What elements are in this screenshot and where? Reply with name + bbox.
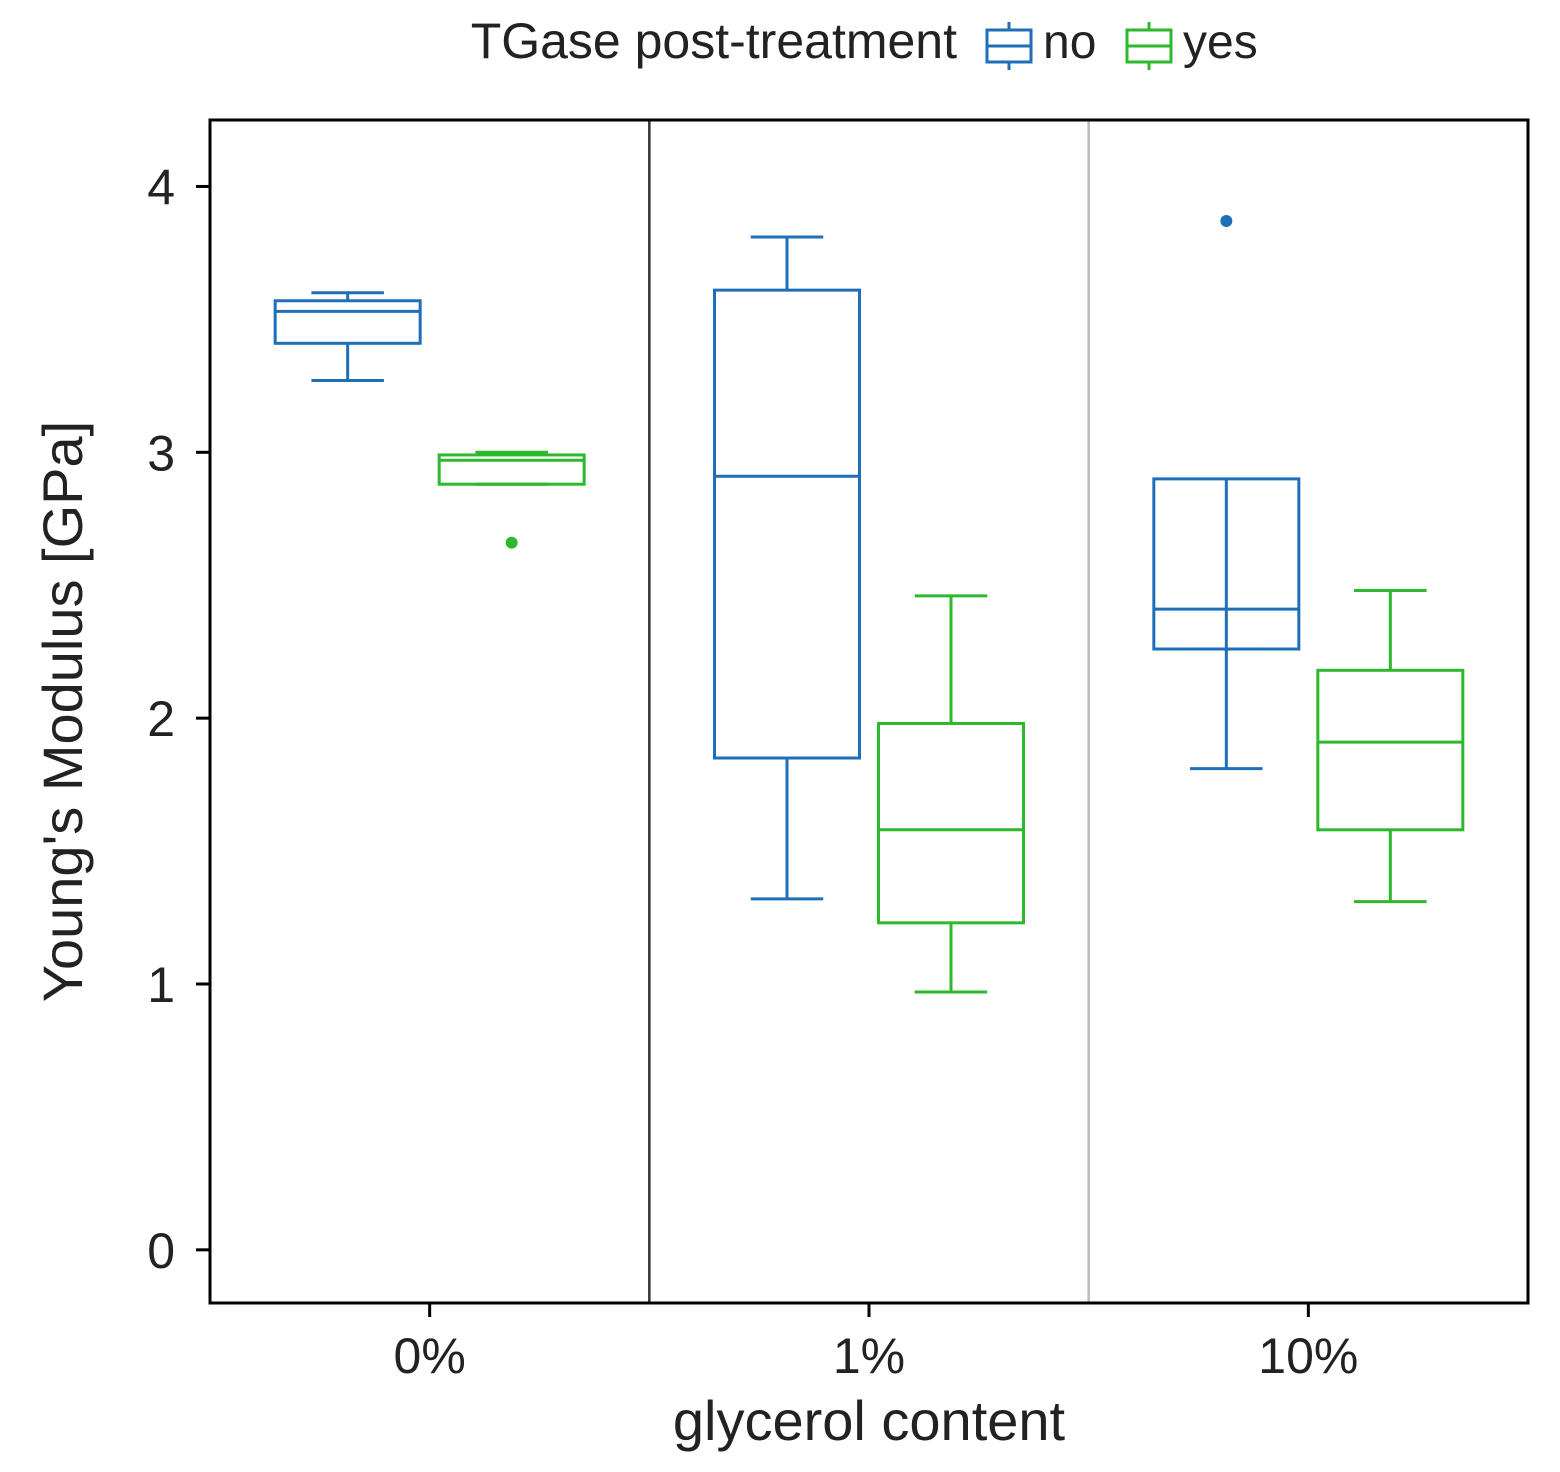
x-tick-label-1: 1% [833, 1328, 905, 1384]
box-no-0 [273, 291, 422, 383]
outlier-0 [505, 536, 518, 549]
legend-item-yes: yes [1125, 16, 1258, 70]
y-tick-label-0: 0 [147, 1223, 175, 1279]
x-tick-label-0: 0% [394, 1328, 466, 1384]
panel-dividers [648, 120, 1090, 1303]
box-no-2 [1152, 215, 1301, 771]
legend: TGase post-treatment no yes [471, 13, 1258, 70]
outlier-0 [1220, 215, 1233, 228]
y-tick-label-3: 3 [147, 425, 175, 481]
box-body [1316, 668, 1465, 832]
box-yes-2 [1316, 589, 1465, 904]
boxes [273, 215, 1465, 994]
box-body [877, 721, 1025, 925]
x-tick-label-2: 10% [1258, 1328, 1358, 1384]
plot-frame [208, 118, 1530, 1305]
box-body [1152, 477, 1301, 651]
box-body [713, 288, 861, 760]
y-tick-label-2: 2 [147, 691, 175, 747]
x-axis-title: glycerol content [673, 1389, 1066, 1452]
y-axis: 0 1 2 3 4 [147, 159, 210, 1279]
legend-title: TGase post-treatment [471, 13, 957, 69]
box-no-1 [713, 235, 861, 901]
x-axis: 0% 1% 10% [394, 1303, 1358, 1384]
y-axis-title: Young's Modulus [GPa] [31, 421, 94, 1002]
box-body [437, 453, 586, 486]
y-tick-label-1: 1 [147, 957, 175, 1013]
legend-item-no: no [985, 16, 1096, 70]
box-body [273, 299, 422, 345]
y-tick-label-4: 4 [147, 159, 175, 215]
box-yes-1 [877, 594, 1025, 994]
legend-label-no: no [1043, 16, 1096, 69]
box-yes-0 [437, 450, 586, 549]
legend-label-yes: yes [1183, 16, 1258, 69]
